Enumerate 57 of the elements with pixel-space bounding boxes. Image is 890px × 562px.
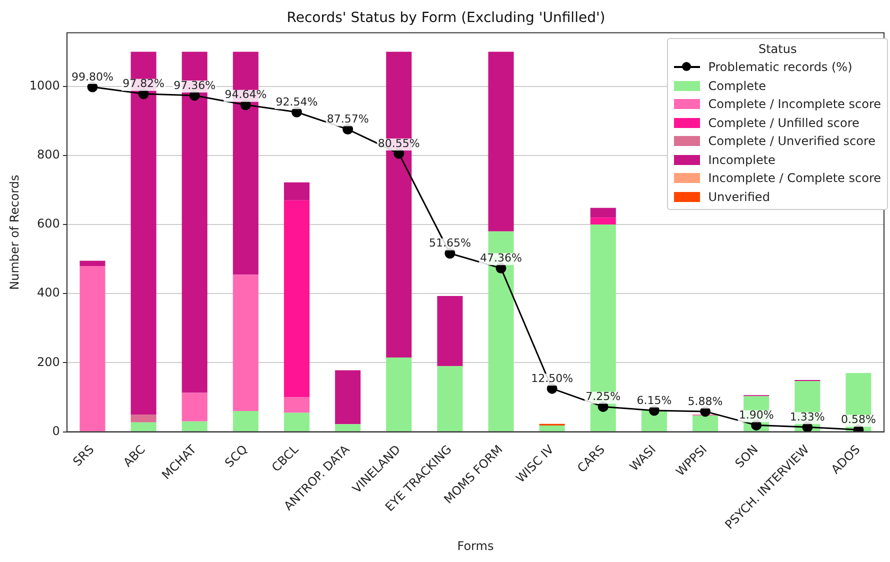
- legend-label: Incomplete / Complete score: [708, 171, 881, 186]
- data-label: 92.54%: [276, 95, 318, 108]
- bar: [284, 412, 310, 432]
- data-label: 12.50%: [531, 372, 574, 385]
- chart-title: Records' Status by Form (Excluding 'Unfilled'): [286, 10, 606, 26]
- legend-title: Status: [757, 42, 798, 56]
- bar: [182, 392, 208, 422]
- bar: [386, 357, 412, 432]
- data-label: 5.88%: [688, 394, 723, 408]
- y-tick-label: 200: [37, 354, 60, 369]
- bar: [80, 260, 106, 266]
- legend-label: Unverified: [708, 190, 770, 204]
- bar: [335, 370, 361, 424]
- data-label: 87.57%: [326, 112, 369, 126]
- data-label: 51.65%: [428, 236, 471, 250]
- bar: [182, 421, 208, 432]
- legend-label: Complete: [708, 78, 766, 93]
- y-tick-label: 1000: [29, 78, 60, 92]
- y-tick-label: 800: [37, 148, 60, 162]
- data-label: 97.82%: [122, 77, 165, 90]
- bar: [692, 416, 718, 432]
- data-label: 99.80%: [71, 70, 114, 84]
- bar: [284, 182, 310, 200]
- bar: [232, 274, 258, 412]
- bar: [284, 200, 310, 398]
- y-tick-label: 400: [37, 286, 60, 300]
- data-label: 94.64%: [224, 88, 267, 102]
- y-tick-label: 600: [37, 216, 60, 231]
- data-label: 1.33%: [790, 410, 825, 424]
- bar: [641, 410, 667, 432]
- x-axis-title: Forms: [457, 538, 494, 553]
- bar: [130, 422, 156, 432]
- legend-label: Incomplete: [708, 152, 776, 167]
- data-label: 7.25%: [586, 390, 621, 404]
- legend-label: Complete / Unverified score: [708, 134, 876, 148]
- bar: [437, 296, 463, 366]
- data-label: 47.36%: [480, 252, 522, 265]
- bar: [539, 426, 565, 432]
- data-label: 80.55%: [378, 136, 420, 150]
- bar: [335, 424, 361, 432]
- data-label: 0.58%: [840, 413, 876, 426]
- data-label: 97.36%: [174, 78, 216, 92]
- bar: [488, 52, 514, 232]
- bar: [232, 411, 258, 432]
- legend-label: Problematic records (%): [708, 60, 852, 74]
- data-label: 6.15%: [636, 394, 672, 407]
- legend-label: Complete / Unfilled score: [708, 116, 860, 130]
- y-axis-title: Number of Records: [7, 174, 22, 290]
- bar: [130, 414, 156, 422]
- bar: [80, 266, 106, 432]
- data-label: 1.90%: [738, 408, 774, 422]
- legend-label: Complete / Incomplete score: [708, 97, 881, 112]
- bar: [284, 397, 310, 413]
- y-tick-label: 0: [52, 424, 60, 438]
- bar: [590, 208, 616, 218]
- bar: [437, 366, 463, 432]
- bar: [590, 218, 616, 225]
